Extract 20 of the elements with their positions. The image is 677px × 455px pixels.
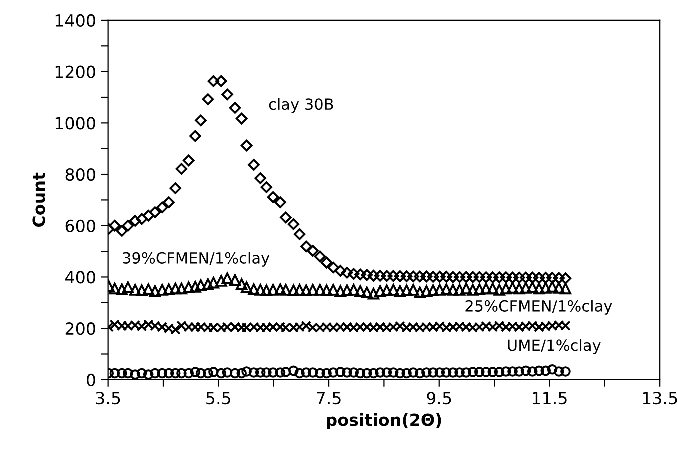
y-tick-label: 1000 bbox=[56, 117, 96, 130]
series-label: UME/1%clay bbox=[508, 339, 601, 354]
x-tick-label: 9.5 bbox=[427, 392, 452, 405]
x-tick-label: 3.5 bbox=[96, 392, 120, 405]
series-label: 39%CFMEN/1%clay bbox=[123, 252, 270, 267]
y-tick-label: 1200 bbox=[56, 66, 96, 78]
series-label: clay 30B bbox=[269, 98, 334, 114]
x-axis-title: position(2Θ) bbox=[327, 413, 442, 430]
y-tick-label: 800 bbox=[66, 168, 96, 182]
x-tick-label: 13.5 bbox=[643, 392, 677, 405]
x-tick-label: 7.5 bbox=[317, 392, 341, 405]
y-tick-label: 1400 bbox=[56, 14, 96, 28]
y-tick-label: 400 bbox=[66, 271, 96, 284]
y-tick-label: 0 bbox=[87, 374, 96, 386]
y-tick-label: 200 bbox=[66, 322, 96, 336]
y-tick-label: 600 bbox=[66, 220, 96, 232]
x-tick-label: 11.5 bbox=[533, 392, 567, 405]
y-axis-title: Count bbox=[32, 172, 46, 228]
x-tick-label: 5.5 bbox=[206, 392, 230, 405]
series-label: 25%CFMEN/1%clay bbox=[466, 300, 612, 315]
